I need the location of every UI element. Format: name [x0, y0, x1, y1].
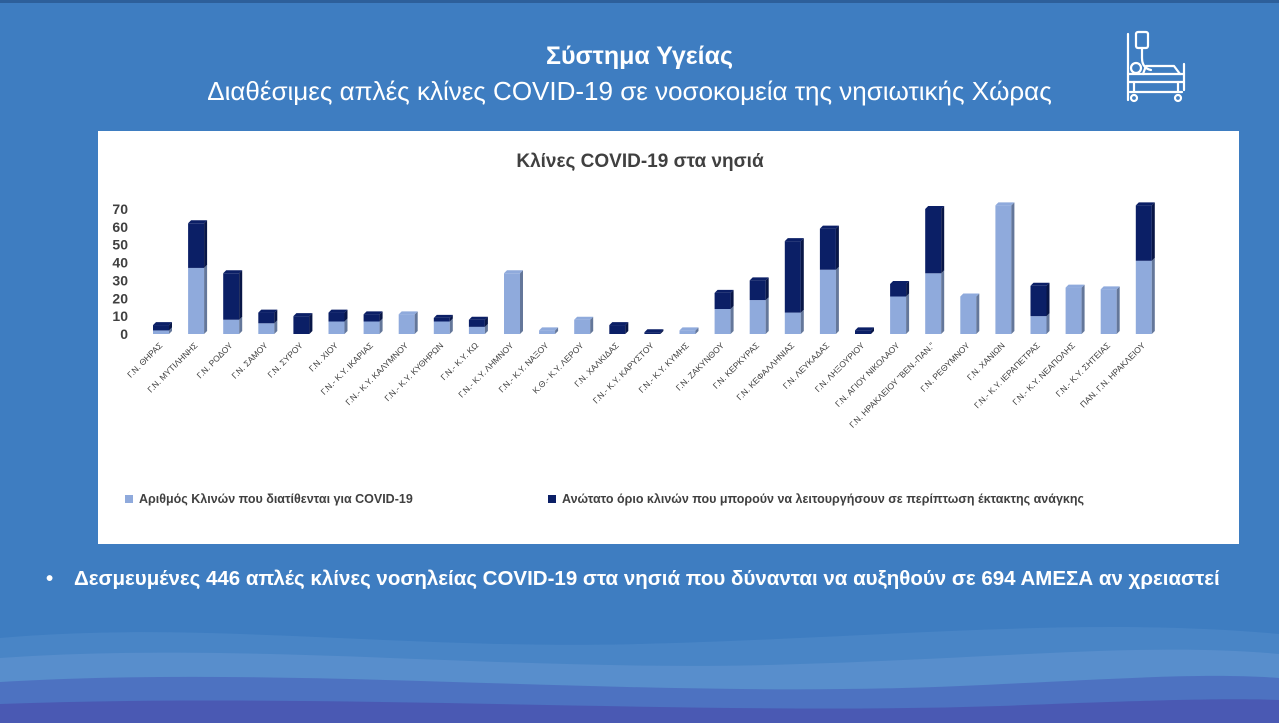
bar-segment-maximum — [153, 322, 172, 331]
y-tick-label: 0 — [120, 326, 128, 342]
bar-segment-maximum — [644, 329, 664, 334]
bar-segment-maximum — [433, 314, 453, 322]
x-tick-label: Γ.Ν.- Κ.Υ. ΚΑΛΥΜΝΟΥ — [343, 340, 410, 407]
legend-swatch-available — [125, 495, 133, 503]
bar-segment-maximum — [714, 289, 734, 309]
y-tick-label: 30 — [112, 272, 128, 288]
bar-segment-available — [1065, 284, 1085, 334]
bullet-dot: • — [46, 567, 54, 590]
bar-segment-available — [468, 323, 488, 334]
bar-segment-available — [398, 311, 418, 334]
bar-segment-maximum — [855, 327, 874, 334]
bar-segment-available — [1030, 313, 1050, 334]
y-tick-label: 20 — [112, 290, 128, 306]
x-tick-label: Γ.Ν. ΣΥΡΟΥ — [266, 340, 306, 380]
x-tick-label: Γ.Ν. ΑΓΙΟΥ ΝΙΚΟΛΑΟΥ — [833, 340, 902, 409]
bar-segment-maximum — [925, 206, 945, 274]
bar-segment-available — [363, 318, 383, 334]
legend-swatch-maximum — [548, 495, 556, 503]
bar-segment-available — [1100, 286, 1120, 334]
wave-decoration — [0, 627, 1279, 723]
legend: Αριθμός Κλινών που διατίθενται για COVID… — [125, 492, 1084, 506]
chart-title: Κλίνες COVID-19 στα νησιά — [516, 151, 764, 172]
bar-segment-maximum — [1030, 282, 1050, 317]
bar-segment-maximum — [328, 309, 348, 322]
bar-segment-maximum — [890, 281, 910, 297]
x-tick-label: Γ.Ν.- Κ.Υ. ΚΑΡΥΣΤΟΥ — [591, 340, 656, 405]
bar-segment-available — [925, 270, 945, 334]
bar-segment-available — [153, 327, 172, 334]
x-tick-label: Γ.Ν. ΧΙΟΥ — [307, 340, 340, 373]
bar-segment-available — [1135, 257, 1155, 334]
y-tick-label: 70 — [112, 201, 128, 217]
key-point-text: Δεσμευμένες 446 απλές κλίνες νοσηλείας C… — [74, 567, 1220, 590]
bar-segment-available — [258, 320, 278, 334]
bar-segment-available — [539, 327, 559, 334]
bar-segment-maximum — [784, 238, 804, 313]
top-border-line — [0, 0, 1279, 3]
bar-segment-maximum — [223, 270, 243, 320]
bar-segment-maximum — [363, 311, 383, 322]
bar-segment-available — [433, 318, 453, 334]
bar-segment-maximum — [188, 220, 208, 268]
y-tick-label: 40 — [112, 255, 128, 271]
bar-segment-maximum — [468, 316, 488, 327]
bar-segment-available — [784, 309, 804, 334]
y-tick-label: 10 — [112, 308, 128, 324]
bar-segment-maximum — [1135, 202, 1155, 261]
bar-segment-available — [574, 316, 594, 334]
bar-segment-available — [749, 297, 769, 334]
legend-label-available: Αριθμός Κλινών που διατίθενται για COVID… — [139, 492, 413, 506]
bar-segment-available — [223, 316, 243, 334]
bar-segment-available — [328, 318, 348, 334]
bar-segment-maximum — [819, 225, 839, 270]
bar-segment-available — [960, 293, 980, 334]
x-tick-label: Γ.Ν. ΣΑΜΟΥ — [229, 340, 270, 381]
bar-segment-maximum — [749, 277, 769, 301]
slide-title: Σύστημα Υγείας — [546, 42, 733, 70]
bar-segment-maximum — [293, 313, 313, 334]
bar-segment-available — [995, 202, 1015, 334]
bar-segment-maximum — [258, 309, 278, 324]
x-tick-label: Γ.Ν.- Κ.Υ. ΚΥΘΗΡΩΝ — [382, 340, 445, 403]
bar-segment-available — [890, 293, 910, 334]
legend-label-maximum: Ανώτατο όριο κλινών που μπορούν να λειτο… — [562, 492, 1084, 506]
x-tick-label: Γ.Ν.- Κ.Υ. ΝΕΑΠΟΛΗΣ — [1010, 340, 1077, 407]
hospital-bed-icon — [1126, 30, 1186, 103]
bar-segment-available — [714, 306, 734, 334]
slide-subtitle: Διαθέσιμες απλές κλίνες COVID-19 σε νοσο… — [207, 76, 1052, 106]
bar-segment-available — [679, 327, 699, 334]
bar-segment-available — [819, 266, 839, 334]
x-tick-label: Γ.Ν.- Κ.Υ. ΙΕΡΑΠΕΤΡΑΣ — [972, 340, 1042, 410]
chart-panel: Κλίνες COVID-19 στα νησιά 0 10 20 30 40 50 60 7… — [98, 131, 1239, 544]
bar-segment-available — [504, 270, 523, 334]
bar-segment-maximum — [609, 322, 629, 334]
y-tick-label: 60 — [112, 219, 128, 235]
bars-group — [153, 202, 1155, 334]
x-tick-label: ΠΑΝ. Γ.Ν. ΗΡΑΚΛΕΙΟΥ — [1078, 340, 1147, 409]
bar-segment-available — [188, 264, 208, 334]
y-tick-label: 50 — [112, 237, 128, 253]
